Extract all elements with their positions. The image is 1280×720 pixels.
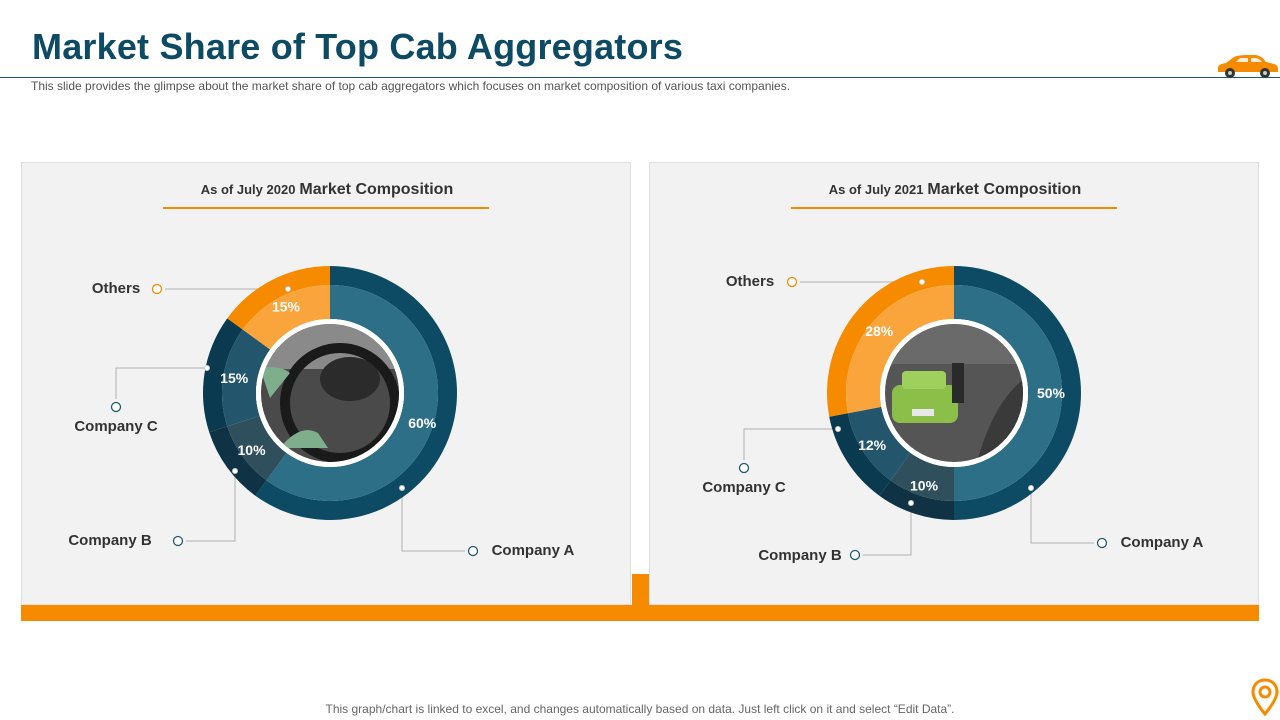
slice-value-label: 60% — [408, 415, 437, 431]
footer-note: This graph/chart is linked to excel, and… — [325, 702, 955, 716]
chart-title: As of July 2021 Market Composition — [650, 181, 1260, 199]
chart-title: As of July 2020 Market Composition — [22, 181, 632, 199]
category-label-company-b: Company B — [68, 532, 152, 549]
slice-company-a[interactable] — [954, 266, 1081, 520]
chart-title-main: Market Composition — [299, 181, 454, 198]
leader-line — [186, 471, 236, 542]
slice-inner-company-b — [227, 415, 287, 481]
category-label-others: Others — [726, 273, 774, 290]
slice-inner-company-c — [221, 329, 271, 427]
legend-marker — [1096, 537, 1108, 549]
chart-title-main: Market Composition — [927, 181, 1082, 198]
category-label-company-a: Company A — [1121, 534, 1204, 551]
leader-line — [401, 488, 465, 552]
slice-company-c[interactable] — [829, 406, 911, 496]
slice-value-label: 15% — [220, 370, 249, 386]
category-label-others: Others — [92, 280, 140, 297]
legend-marker — [786, 276, 798, 288]
chart-panel-2020: As of July 2020 Market Composition 60% Com… — [21, 162, 631, 605]
leader-line — [1030, 488, 1094, 544]
slice-inner-company-c — [847, 406, 911, 481]
slice-company-b[interactable] — [879, 452, 954, 520]
title-divider — [0, 77, 1280, 78]
leader-end-dot — [204, 365, 210, 371]
chart-panel-2021: As of July 2021 Market Composition 50% Com… — [649, 162, 1259, 605]
slice-outer-company-c — [829, 413, 891, 496]
leader-line — [115, 367, 207, 399]
donut-chart-2021: 50% Company A 10% Company B 12% Company C 28% O… — [702, 266, 1204, 564]
center-photo — [256, 319, 404, 467]
slide-title: Market Share of Top Cab Aggregators — [32, 26, 684, 67]
category-label-company-c: Company C — [702, 479, 786, 496]
slice-outer-others — [227, 266, 330, 330]
legend-marker — [738, 462, 750, 474]
slice-value-label: 15% — [272, 299, 301, 315]
center-accent-tab — [632, 574, 649, 621]
slice-outer-company-a — [255, 266, 458, 520]
donut-chart-2020: 60% Company A 10% Company B 15% Company C 15% O… — [68, 266, 575, 559]
leader-end-dot — [835, 426, 841, 432]
slice-value-label: 12% — [858, 437, 887, 453]
slice-value-label: 10% — [238, 442, 267, 458]
chart-title-underline — [791, 207, 1117, 209]
slice-value-label: 28% — [865, 323, 894, 339]
car-icon — [1218, 55, 1278, 78]
category-label-company-c: Company C — [74, 418, 158, 435]
slice-value-label: 50% — [1037, 385, 1066, 401]
legend-marker — [151, 283, 163, 295]
legend-marker — [110, 401, 122, 413]
slice-outer-company-a — [954, 266, 1081, 520]
legend-marker — [467, 545, 479, 557]
leader-end-dot — [285, 286, 291, 292]
slice-others[interactable] — [827, 266, 954, 417]
category-label-company-a: Company A — [492, 542, 575, 559]
slice-outer-company-b — [879, 480, 954, 520]
chart-title-prefix: As of July 2020 — [200, 182, 296, 197]
leader-end-dot — [919, 279, 925, 285]
leader-line — [743, 428, 838, 460]
slice-company-b[interactable] — [209, 415, 287, 496]
slide-subtitle: This slide provides the glimpse about th… — [31, 79, 791, 93]
slice-outer-company-b — [209, 426, 267, 496]
leader-end-dot — [1028, 485, 1034, 491]
slice-value-label: 10% — [910, 477, 939, 493]
legend-marker — [172, 535, 184, 547]
leader-end-dot — [908, 500, 914, 506]
slice-inner-company-b — [890, 452, 954, 501]
slice-inner-others — [242, 285, 330, 350]
chart-title-underline — [163, 207, 489, 209]
leader-end-dot — [399, 485, 405, 491]
leader-line — [863, 503, 912, 556]
slice-inner-company-a — [954, 285, 1062, 501]
slice-inner-others — [846, 285, 954, 414]
slice-outer-others — [827, 266, 954, 417]
slice-company-c[interactable] — [203, 318, 271, 433]
slice-inner-company-a — [266, 285, 438, 501]
slice-outer-company-c — [203, 318, 243, 433]
category-label-company-b: Company B — [758, 547, 842, 564]
location-pin-icon — [1251, 678, 1279, 717]
chart-title-prefix: As of July 2021 — [828, 182, 924, 197]
slice-company-a[interactable] — [255, 266, 458, 520]
leader-end-dot — [232, 468, 238, 474]
legend-marker — [849, 549, 861, 561]
slice-others[interactable] — [227, 266, 330, 350]
